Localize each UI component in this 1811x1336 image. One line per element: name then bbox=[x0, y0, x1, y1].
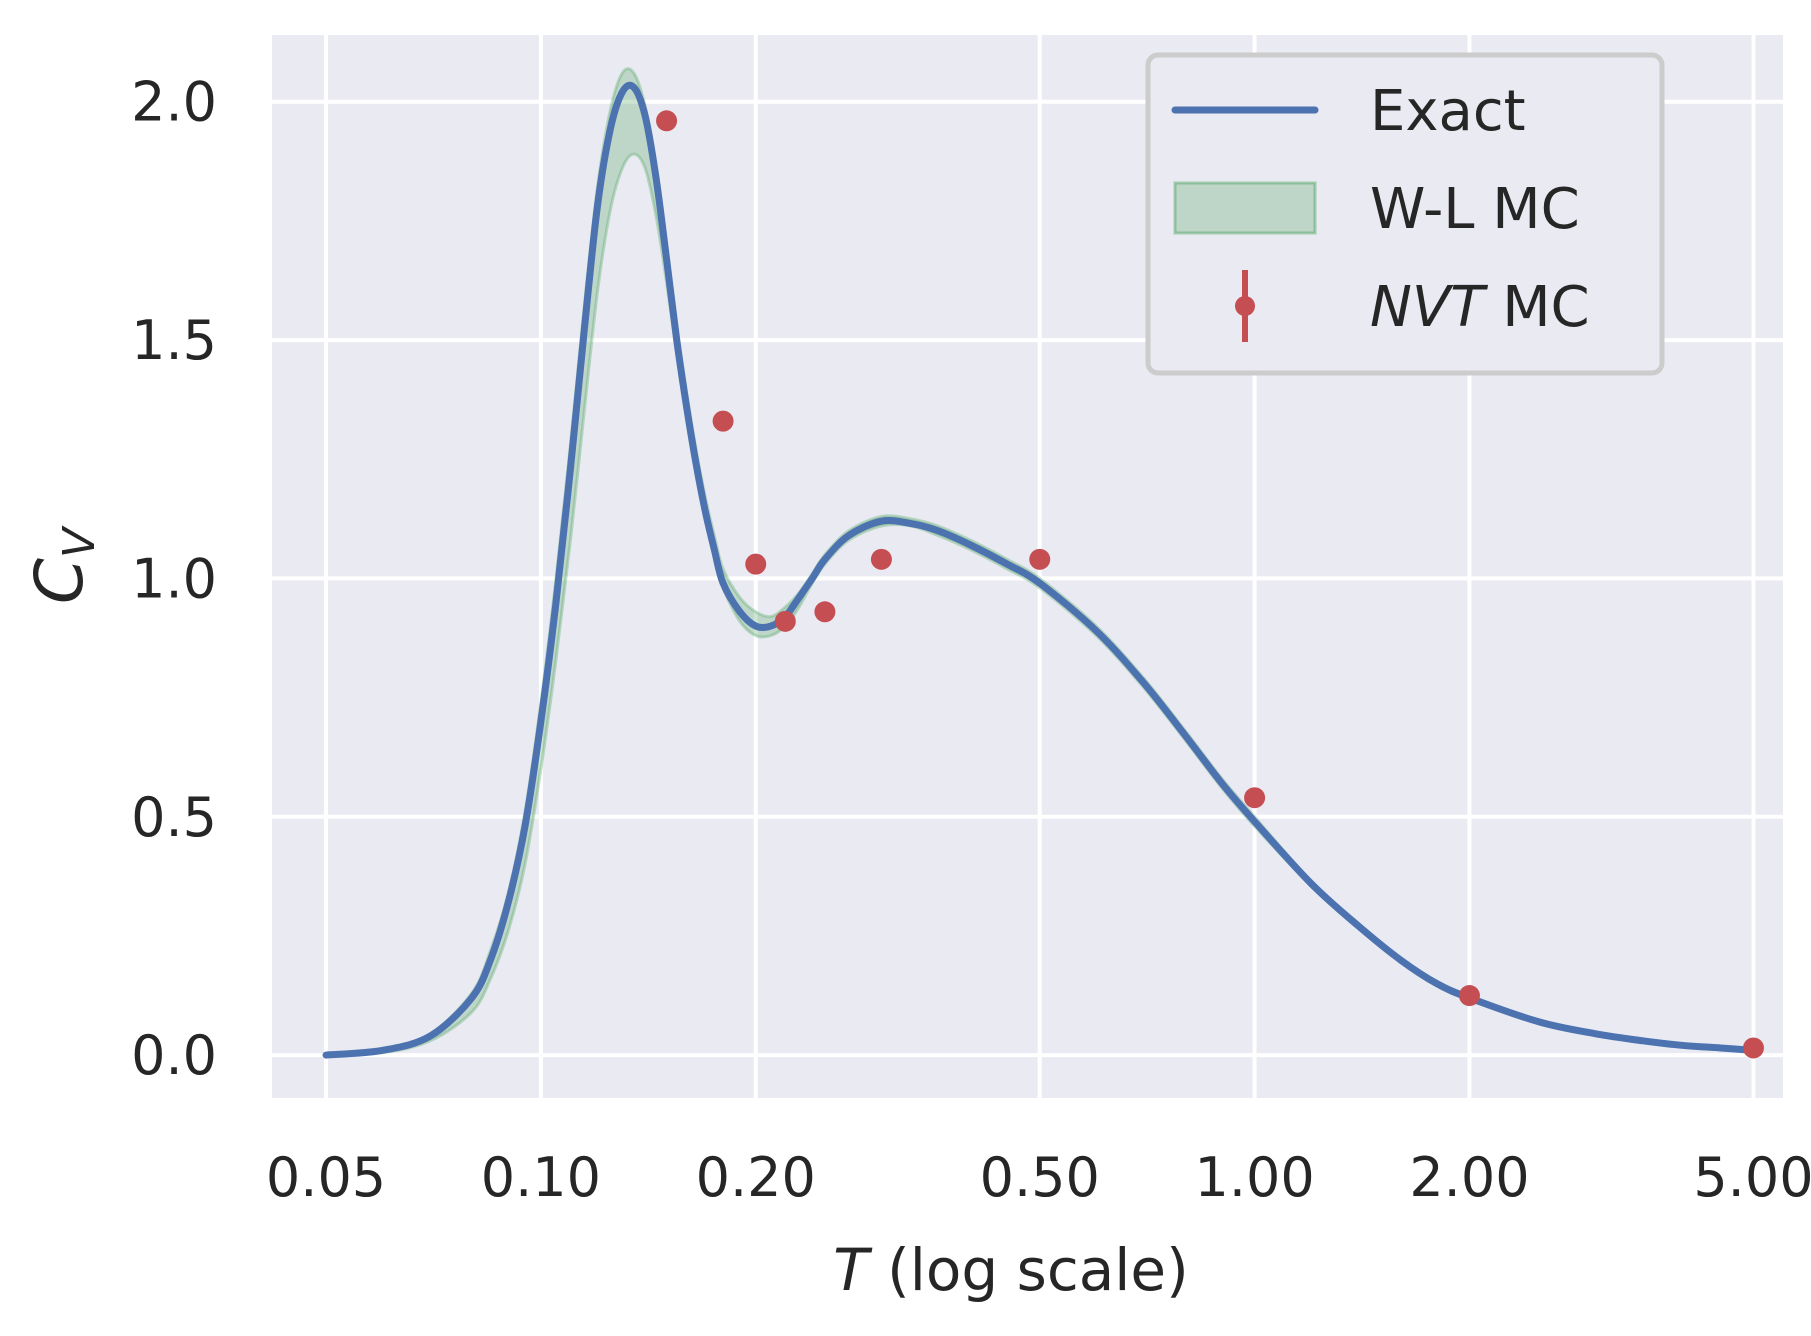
legend-box bbox=[1145, 52, 1665, 376]
nvt-point bbox=[656, 110, 678, 132]
y-axis-label: CV bbox=[21, 525, 105, 604]
y-tick-label: 1.0 bbox=[131, 547, 217, 610]
y-tick-label: 0.0 bbox=[131, 1024, 217, 1087]
legend-wl-label: W-L MC bbox=[1370, 177, 1580, 242]
y-tick-labels: 0.0 0.5 1.0 1.5 2.0 bbox=[131, 71, 217, 1087]
nvt-points-layer bbox=[656, 110, 1764, 1059]
exact-line-layer bbox=[322, 81, 1757, 1059]
nvt-point bbox=[1458, 985, 1480, 1007]
nvt-point bbox=[1029, 548, 1051, 570]
legend-wl-swatch bbox=[1173, 181, 1317, 235]
y-tick-label: 1.5 bbox=[131, 309, 217, 372]
x-tick-label: 0.50 bbox=[980, 1146, 1100, 1209]
x-tick-labels: 0.05 0.10 0.20 0.50 1.00 2.00 5.00 bbox=[266, 1146, 1811, 1209]
legend-exact-label: Exact bbox=[1370, 79, 1526, 144]
x-tick-label: 1.00 bbox=[1194, 1146, 1314, 1209]
nvt-point bbox=[774, 610, 796, 632]
nvt-point bbox=[1742, 1037, 1764, 1059]
x-axis-label: T (log scale) bbox=[833, 1236, 1188, 1304]
x-tick-label: 0.20 bbox=[696, 1146, 816, 1209]
nvt-point bbox=[745, 553, 767, 575]
legend: Exact W-L MC NVT MC bbox=[1145, 52, 1665, 376]
nvt-point bbox=[712, 410, 734, 432]
x-tick-label: 0.05 bbox=[266, 1146, 386, 1209]
y-tick-label: 0.5 bbox=[131, 786, 217, 849]
nvt-point bbox=[870, 548, 892, 570]
nvt-point bbox=[814, 601, 836, 623]
svg-text:CV: CV bbox=[21, 525, 105, 604]
x-tick-label: 2.00 bbox=[1409, 1146, 1529, 1209]
x-tick-label: 5.00 bbox=[1693, 1146, 1811, 1209]
y-tick-label: 2.0 bbox=[131, 71, 217, 134]
legend-nvt-marker bbox=[1235, 296, 1255, 316]
x-tick-label: 0.10 bbox=[481, 1146, 601, 1209]
legend-nvt-label: NVT MC bbox=[1370, 275, 1590, 340]
nvt-point bbox=[1244, 787, 1266, 809]
exact-line bbox=[322, 81, 1757, 1059]
